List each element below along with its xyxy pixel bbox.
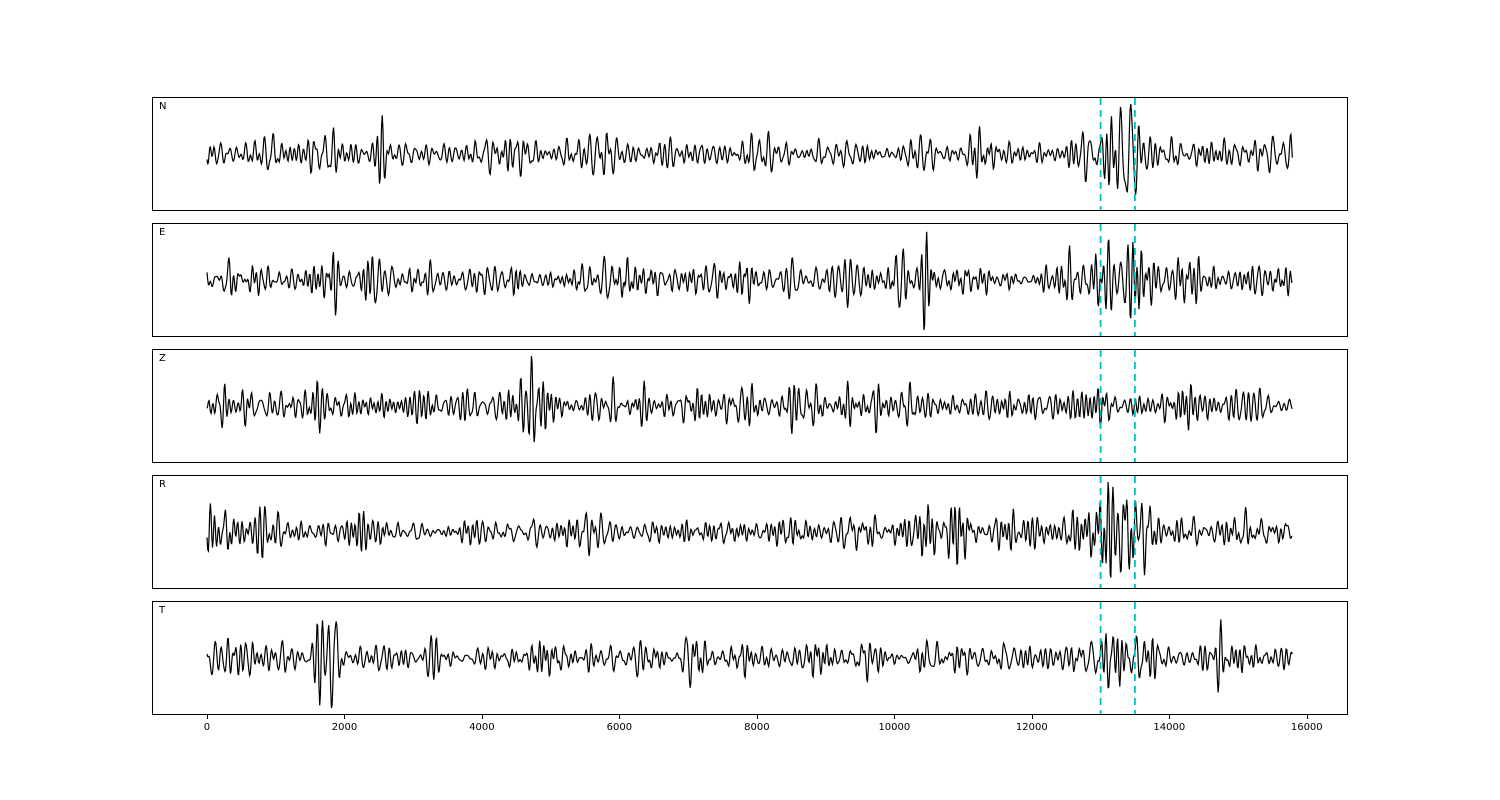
trace-label-Z: Z xyxy=(159,353,166,364)
waveform-T xyxy=(206,619,1293,709)
trace-label-R: R xyxy=(159,479,166,490)
x-tick-mark xyxy=(481,715,483,719)
trace-panel-T: T xyxy=(152,601,1348,715)
waveform-N xyxy=(206,103,1293,195)
x-tick-mark xyxy=(1306,715,1308,719)
x-tick-mark xyxy=(1031,715,1033,719)
x-tick-label: 6000 xyxy=(606,722,633,733)
waveform-E xyxy=(206,231,1293,331)
x-tick-mark xyxy=(619,715,621,719)
trace-panel-N: N xyxy=(152,97,1348,211)
x-tick-mark xyxy=(894,715,896,719)
x-tick-mark xyxy=(756,715,758,719)
waveform-R xyxy=(206,481,1293,578)
waveform-canvas-E xyxy=(206,224,1293,336)
waveform-canvas-T xyxy=(206,602,1293,714)
trace-panel-E: E xyxy=(152,223,1348,337)
waveform-Z xyxy=(206,355,1293,443)
x-tick-label: 16000 xyxy=(1290,722,1323,733)
x-tick-label: 4000 xyxy=(469,722,495,733)
trace-panel-R: R xyxy=(152,475,1348,589)
x-tick-label: 12000 xyxy=(1015,722,1048,733)
waveform-canvas-N xyxy=(206,98,1293,210)
trace-label-E: E xyxy=(159,227,166,238)
x-tick-label: 2000 xyxy=(331,722,358,733)
x-tick-label: 14000 xyxy=(1153,722,1186,733)
waveform-canvas-R xyxy=(206,476,1293,588)
trace-label-T: T xyxy=(159,605,166,616)
x-tick-mark xyxy=(344,715,346,719)
x-tick-mark xyxy=(206,715,208,719)
waveform-canvas-Z xyxy=(206,350,1293,462)
trace-label-N: N xyxy=(159,101,167,112)
x-tick-label: 10000 xyxy=(878,722,911,733)
x-tick-label: 8000 xyxy=(744,722,770,733)
x-tick-mark xyxy=(1169,715,1171,719)
x-tick-label: 0 xyxy=(203,722,211,733)
trace-panel-Z: Z xyxy=(152,349,1348,463)
